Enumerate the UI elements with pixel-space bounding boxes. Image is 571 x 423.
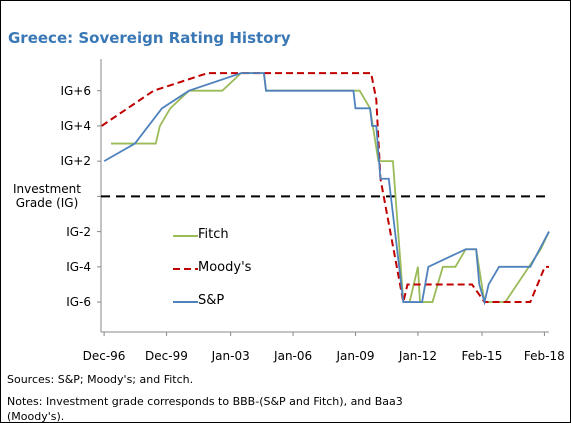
y-tick-label: IG-4	[66, 259, 91, 274]
sources: Sources: S&P; Moody's; and Fitch.	[7, 373, 194, 386]
chart-title: Greece: Sovereign Rating History	[8, 29, 291, 47]
x-tick-label: Jan-09	[336, 349, 375, 363]
y-tick-label: IG-6	[66, 295, 91, 310]
legend-label: Fitch	[198, 227, 229, 242]
legend-label: Moody's	[198, 260, 252, 275]
series-line	[101, 72, 549, 304]
x-tick-label: Jan-12	[398, 349, 438, 363]
y-tick-label: Investment Grade (IG)	[13, 182, 81, 211]
x-tick-label: Jan-06	[274, 349, 313, 363]
legend-label: S&P	[198, 293, 225, 308]
series-line	[103, 72, 550, 306]
x-tick-label: Dec-96	[82, 349, 126, 363]
x-tick-label: Jan-03	[211, 349, 250, 363]
y-tick-label: IG+4	[60, 118, 91, 133]
y-tick-label: IG+6	[60, 83, 91, 98]
y-tick-label: IG-2	[66, 224, 91, 239]
x-tick-label: Feb-15	[461, 349, 503, 363]
notes: Notes: Investment grade corresponds to B…	[7, 395, 403, 423]
x-tick-label: Feb-18	[523, 349, 565, 363]
series-line	[110, 72, 550, 303]
x-tick-label: Dec-99	[145, 349, 188, 363]
y-tick-label: IG+2	[60, 154, 91, 169]
